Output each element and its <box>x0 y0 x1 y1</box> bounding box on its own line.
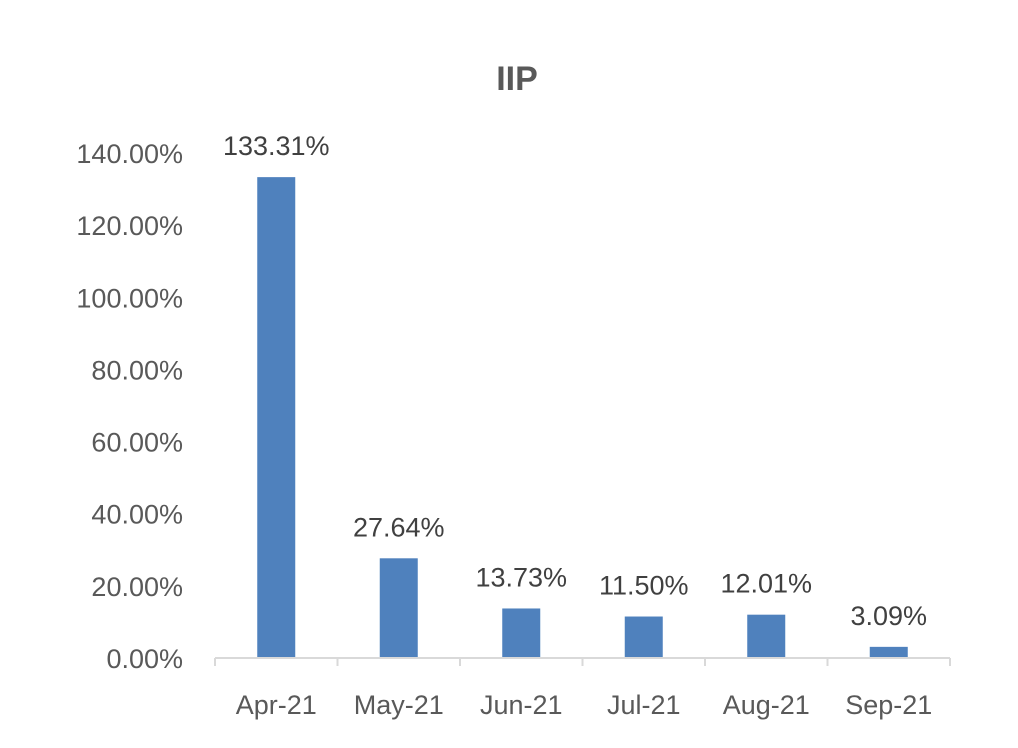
x-tick-label: Jul-21 <box>607 690 681 720</box>
data-label: 12.01% <box>720 569 812 599</box>
data-labels: 133.31% 27.64% 13.73% 11.50% 12.01% 3.09% <box>223 131 927 631</box>
chart-title: IIP <box>496 60 538 98</box>
y-tick-label: 0.00% <box>106 644 183 674</box>
bar <box>869 646 908 658</box>
bar <box>379 558 418 658</box>
y-axis-tick-labels: 0.00% 20.00% 40.00% 60.00% 80.00% 100.00% 120.… <box>76 139 183 674</box>
data-label: 13.73% <box>475 562 567 592</box>
x-axis: Apr-21 May-21 Jun-21 Jul-21 Aug-21 Sep-21 <box>214 657 951 720</box>
bar <box>502 608 541 658</box>
data-label: 27.64% <box>353 512 445 542</box>
bar <box>624 616 663 658</box>
x-tick-label: May-21 <box>354 690 444 720</box>
y-tick-label: 80.00% <box>91 355 183 385</box>
y-tick-label: 20.00% <box>91 572 183 602</box>
y-tick-label: 140.00% <box>76 139 183 169</box>
data-label: 3.09% <box>850 601 927 631</box>
y-tick-label: 40.00% <box>91 500 183 530</box>
x-tick-label: Aug-21 <box>723 690 810 720</box>
data-label: 133.31% <box>223 131 330 161</box>
bar <box>747 614 786 658</box>
bar <box>257 177 296 659</box>
x-tick-label: Sep-21 <box>845 690 932 720</box>
y-tick-label: 120.00% <box>76 211 183 241</box>
y-tick-label: 100.00% <box>76 283 183 313</box>
x-tick-label: Jun-21 <box>480 690 563 720</box>
bar-series <box>257 177 908 659</box>
y-tick-label: 60.00% <box>91 428 183 458</box>
data-label: 11.50% <box>599 571 689 601</box>
x-tick-label: Apr-21 <box>236 690 317 720</box>
